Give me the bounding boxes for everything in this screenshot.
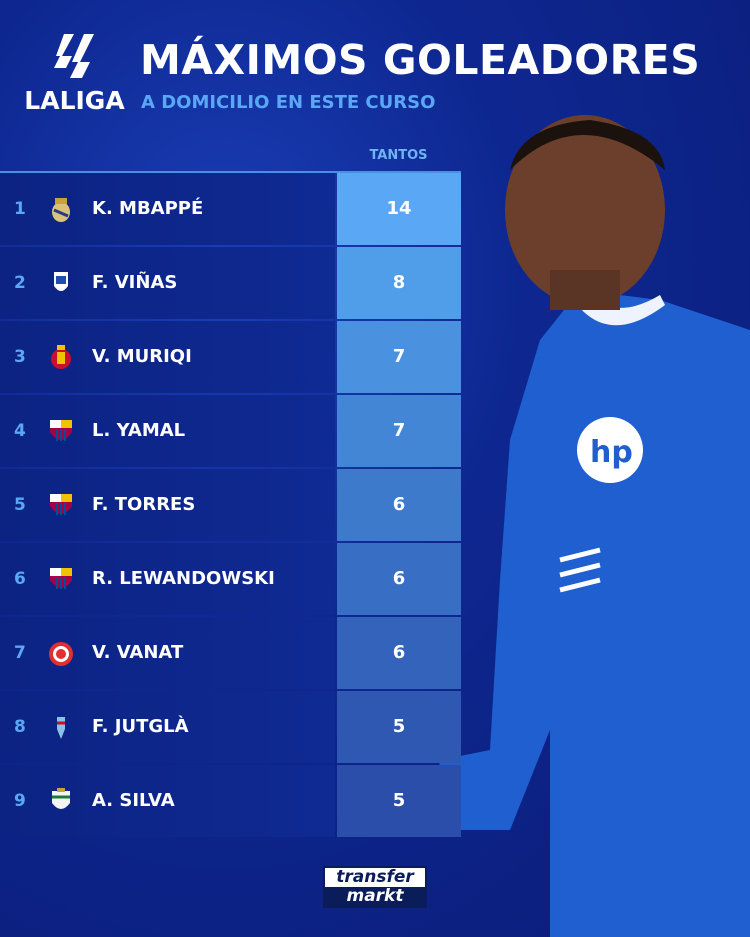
- rank: 9: [14, 791, 26, 811]
- rank: 8: [14, 717, 26, 737]
- goals-value: 6: [337, 617, 461, 689]
- elche-crest-icon: [52, 788, 70, 809]
- goals-value: 5: [337, 691, 461, 763]
- table-row: 9 A. SILVA 5: [0, 765, 461, 837]
- table-row: 8 F. JUTGLÀ 5: [0, 691, 461, 763]
- table-row: 3 V. MURIQI 7: [0, 321, 461, 393]
- table-row: 4 L. YAMAL 7: [0, 395, 461, 467]
- svg-text:hp: hp: [590, 435, 633, 470]
- player-name: V. MURIQI: [92, 346, 192, 367]
- barcelona-crest-icon: [50, 420, 72, 441]
- rank: 2: [14, 273, 26, 293]
- table-row: 1 K. MBAPPÉ 14: [0, 173, 461, 245]
- table-row: 7 V. VANAT 6: [0, 617, 461, 689]
- rank: 4: [14, 421, 26, 441]
- barcelona-crest-icon: [50, 568, 72, 589]
- transfermarkt-logo: transfer markt: [323, 866, 427, 908]
- table-top-divider: [0, 171, 461, 173]
- goals-value: 8: [337, 247, 461, 319]
- player-name: F. VIÑAS: [92, 272, 178, 293]
- goals-value: 14: [337, 173, 461, 245]
- player-name: A. SILVA: [92, 790, 175, 811]
- barcelona-crest-icon: [50, 494, 72, 515]
- player-name: K. MBAPPÉ: [92, 198, 204, 219]
- row-panel: [0, 691, 335, 763]
- player-name: L. YAMAL: [92, 420, 186, 441]
- table-row: 6 R. LEWANDOWSKI 6: [0, 543, 461, 615]
- rank: 6: [14, 569, 26, 589]
- goals-value: 6: [337, 543, 461, 615]
- goals-value: 6: [337, 469, 461, 541]
- goals-value: 5: [337, 765, 461, 837]
- rank: 7: [14, 643, 26, 663]
- rank: 1: [14, 199, 26, 219]
- player-name: R. LEWANDOWSKI: [92, 568, 275, 589]
- laliga-logo: LALIGA: [22, 32, 127, 115]
- girona-crest-icon: [49, 642, 73, 666]
- goals-value: 7: [337, 321, 461, 393]
- page-subtitle: A DOMICILIO EN ESTE CURSO: [141, 92, 436, 113]
- table-row: 5 F. TORRES 6: [0, 469, 461, 541]
- player-name: F. JUTGLÀ: [92, 716, 189, 737]
- rank: 5: [14, 495, 26, 515]
- real-madrid-crest-icon: [52, 198, 70, 222]
- laliga-wordmark: LALIGA: [24, 86, 125, 115]
- player-name: V. VANAT: [92, 642, 184, 663]
- mallorca-crest-icon: [51, 345, 71, 369]
- player-photo: hp: [430, 115, 750, 937]
- goals-value: 7: [337, 395, 461, 467]
- rank: 3: [14, 347, 26, 367]
- real-oviedo-crest-icon: [54, 272, 68, 291]
- player-name: F. TORRES: [92, 494, 196, 515]
- celta-crest-icon: [57, 717, 65, 739]
- page-title: MÁXIMOS GOLEADORES: [140, 36, 701, 84]
- laliga-icon: [53, 34, 94, 78]
- table-row: 2 F. VIÑAS 8: [0, 247, 461, 319]
- column-header-goals: TANTOS: [369, 148, 428, 163]
